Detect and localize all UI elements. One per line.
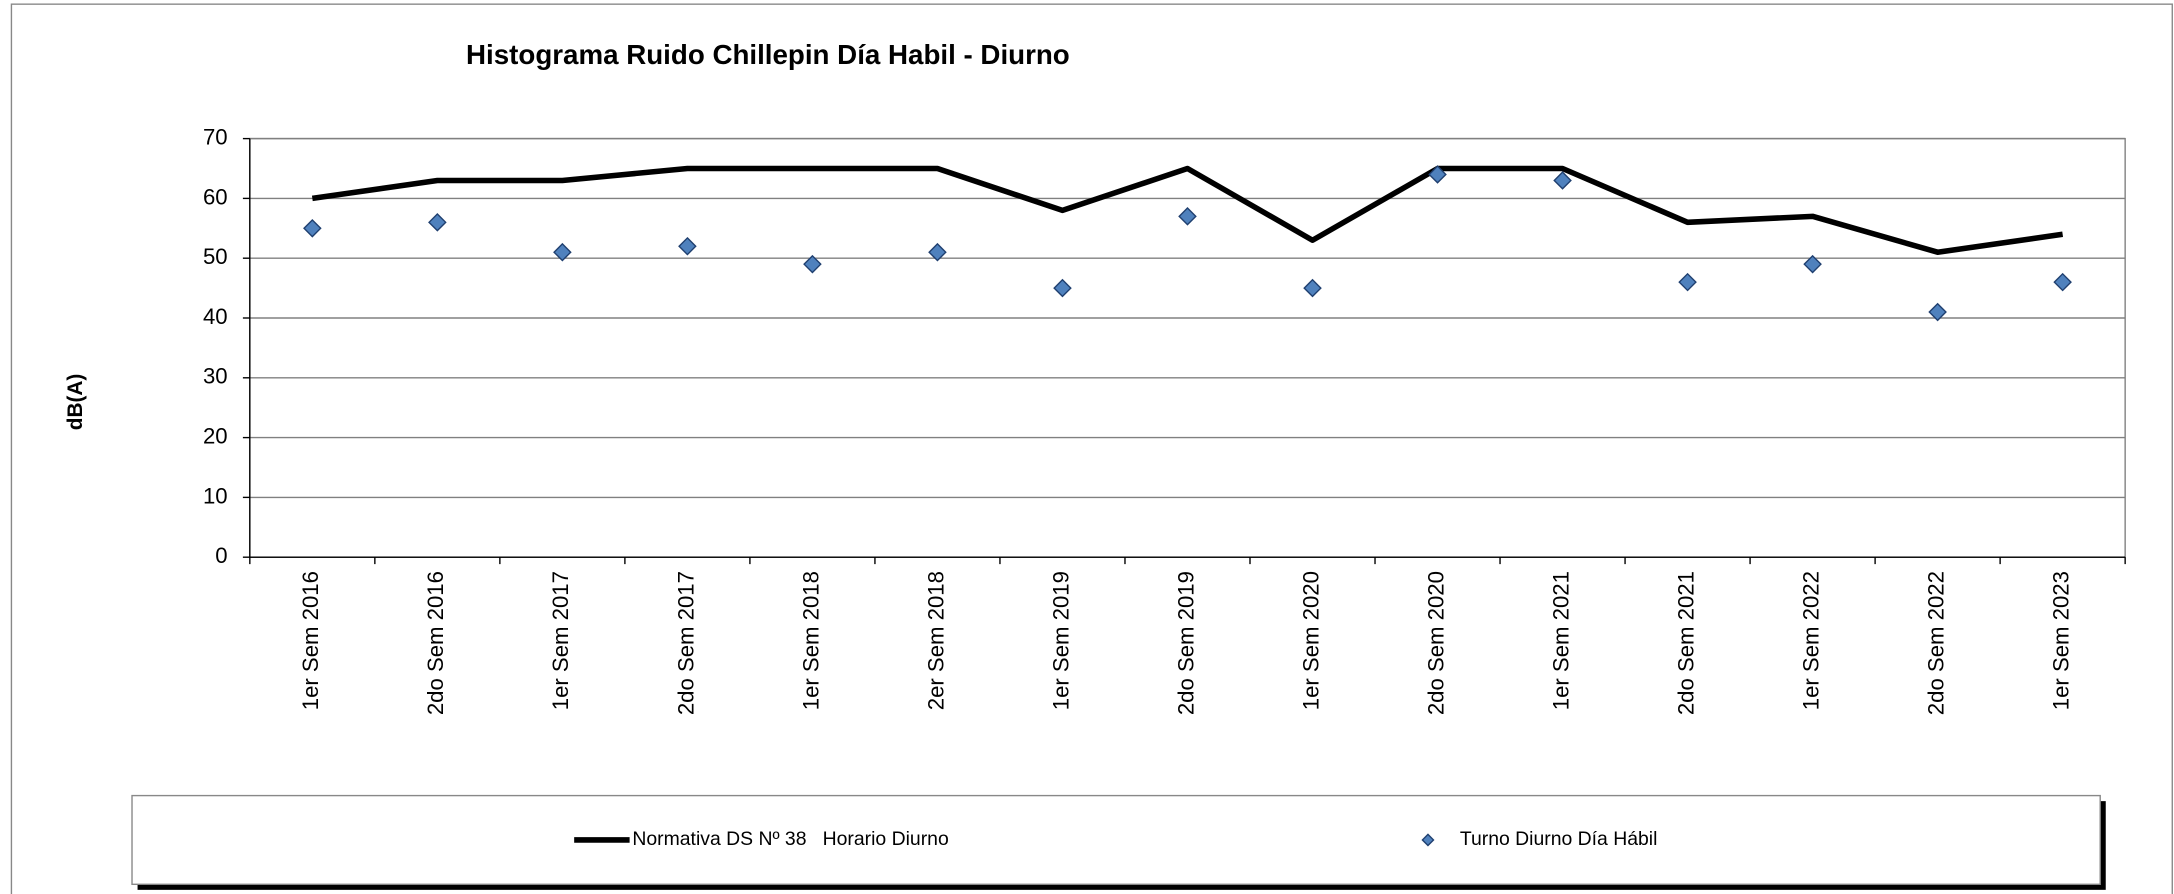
- x-tick-label: 1er Sem 2023: [2048, 571, 2073, 710]
- data-point: [1428, 165, 1447, 184]
- data-point: [803, 254, 822, 274]
- data-point: [428, 213, 447, 232]
- x-tick-label: 1er Sem 2019: [1048, 571, 1073, 710]
- plot-area: [249, 137, 2126, 558]
- y-tick-label: 0: [215, 543, 227, 568]
- x-tick-label: 1er Sem 2018: [798, 571, 823, 710]
- x-tick-label: 1er Sem 2021: [1548, 571, 1573, 710]
- x-tick-label: 2do Sem 2019: [1173, 571, 1198, 715]
- chart-title: Histograma Ruido Chillepin Día Habil - D…: [466, 39, 1070, 70]
- data-point: [1303, 278, 1322, 298]
- legend-label: Normativa DS Nº 38 Horario Diurno: [632, 828, 948, 850]
- data-point: [2053, 272, 2072, 292]
- x-tick-label: 2do Sem 2022: [1923, 571, 1948, 715]
- data-point: [1553, 171, 1572, 190]
- y-tick-label: 50: [203, 244, 228, 269]
- x-tick-label: 1er Sem 2016: [298, 571, 323, 710]
- x-tick-label: 2do Sem 2020: [1423, 571, 1448, 715]
- legend-box: [131, 794, 2101, 885]
- y-axis-label: dB(A): [64, 374, 87, 431]
- legend-swatch: [1421, 833, 1435, 847]
- y-tick-label: 60: [203, 184, 228, 209]
- x-tick-label: 2do Sem 2021: [1673, 571, 1698, 715]
- data-point: [553, 242, 572, 262]
- y-tick-label: 70: [203, 124, 228, 149]
- y-tick-label: 10: [203, 483, 228, 508]
- y-tick-label: 40: [203, 304, 228, 329]
- x-tick-label: 2er Sem 2018: [923, 571, 948, 710]
- data-point: [678, 236, 697, 256]
- x-tick-label: 1er Sem 2020: [1298, 571, 1323, 710]
- series-line: [311, 165, 2064, 255]
- data-point: [1678, 272, 1697, 292]
- x-tick-label: 1er Sem 2022: [1798, 571, 1823, 710]
- x-tick-label: 2do Sem 2017: [673, 571, 698, 715]
- chart-frame: [10, 3, 2173, 894]
- data-point: [1803, 254, 1822, 274]
- y-tick-label: 30: [203, 364, 228, 389]
- data-point: [1178, 207, 1197, 226]
- y-tick-label: 20: [203, 423, 228, 448]
- data-point: [303, 219, 322, 238]
- x-tick-label: 2do Sem 2016: [423, 571, 448, 715]
- data-point: [928, 242, 947, 262]
- data-point: [1928, 302, 1947, 322]
- x-tick-label: 1er Sem 2017: [548, 571, 573, 710]
- data-point: [1053, 278, 1072, 298]
- legend-label: Turno Diurno Día Hábil: [1460, 828, 1658, 850]
